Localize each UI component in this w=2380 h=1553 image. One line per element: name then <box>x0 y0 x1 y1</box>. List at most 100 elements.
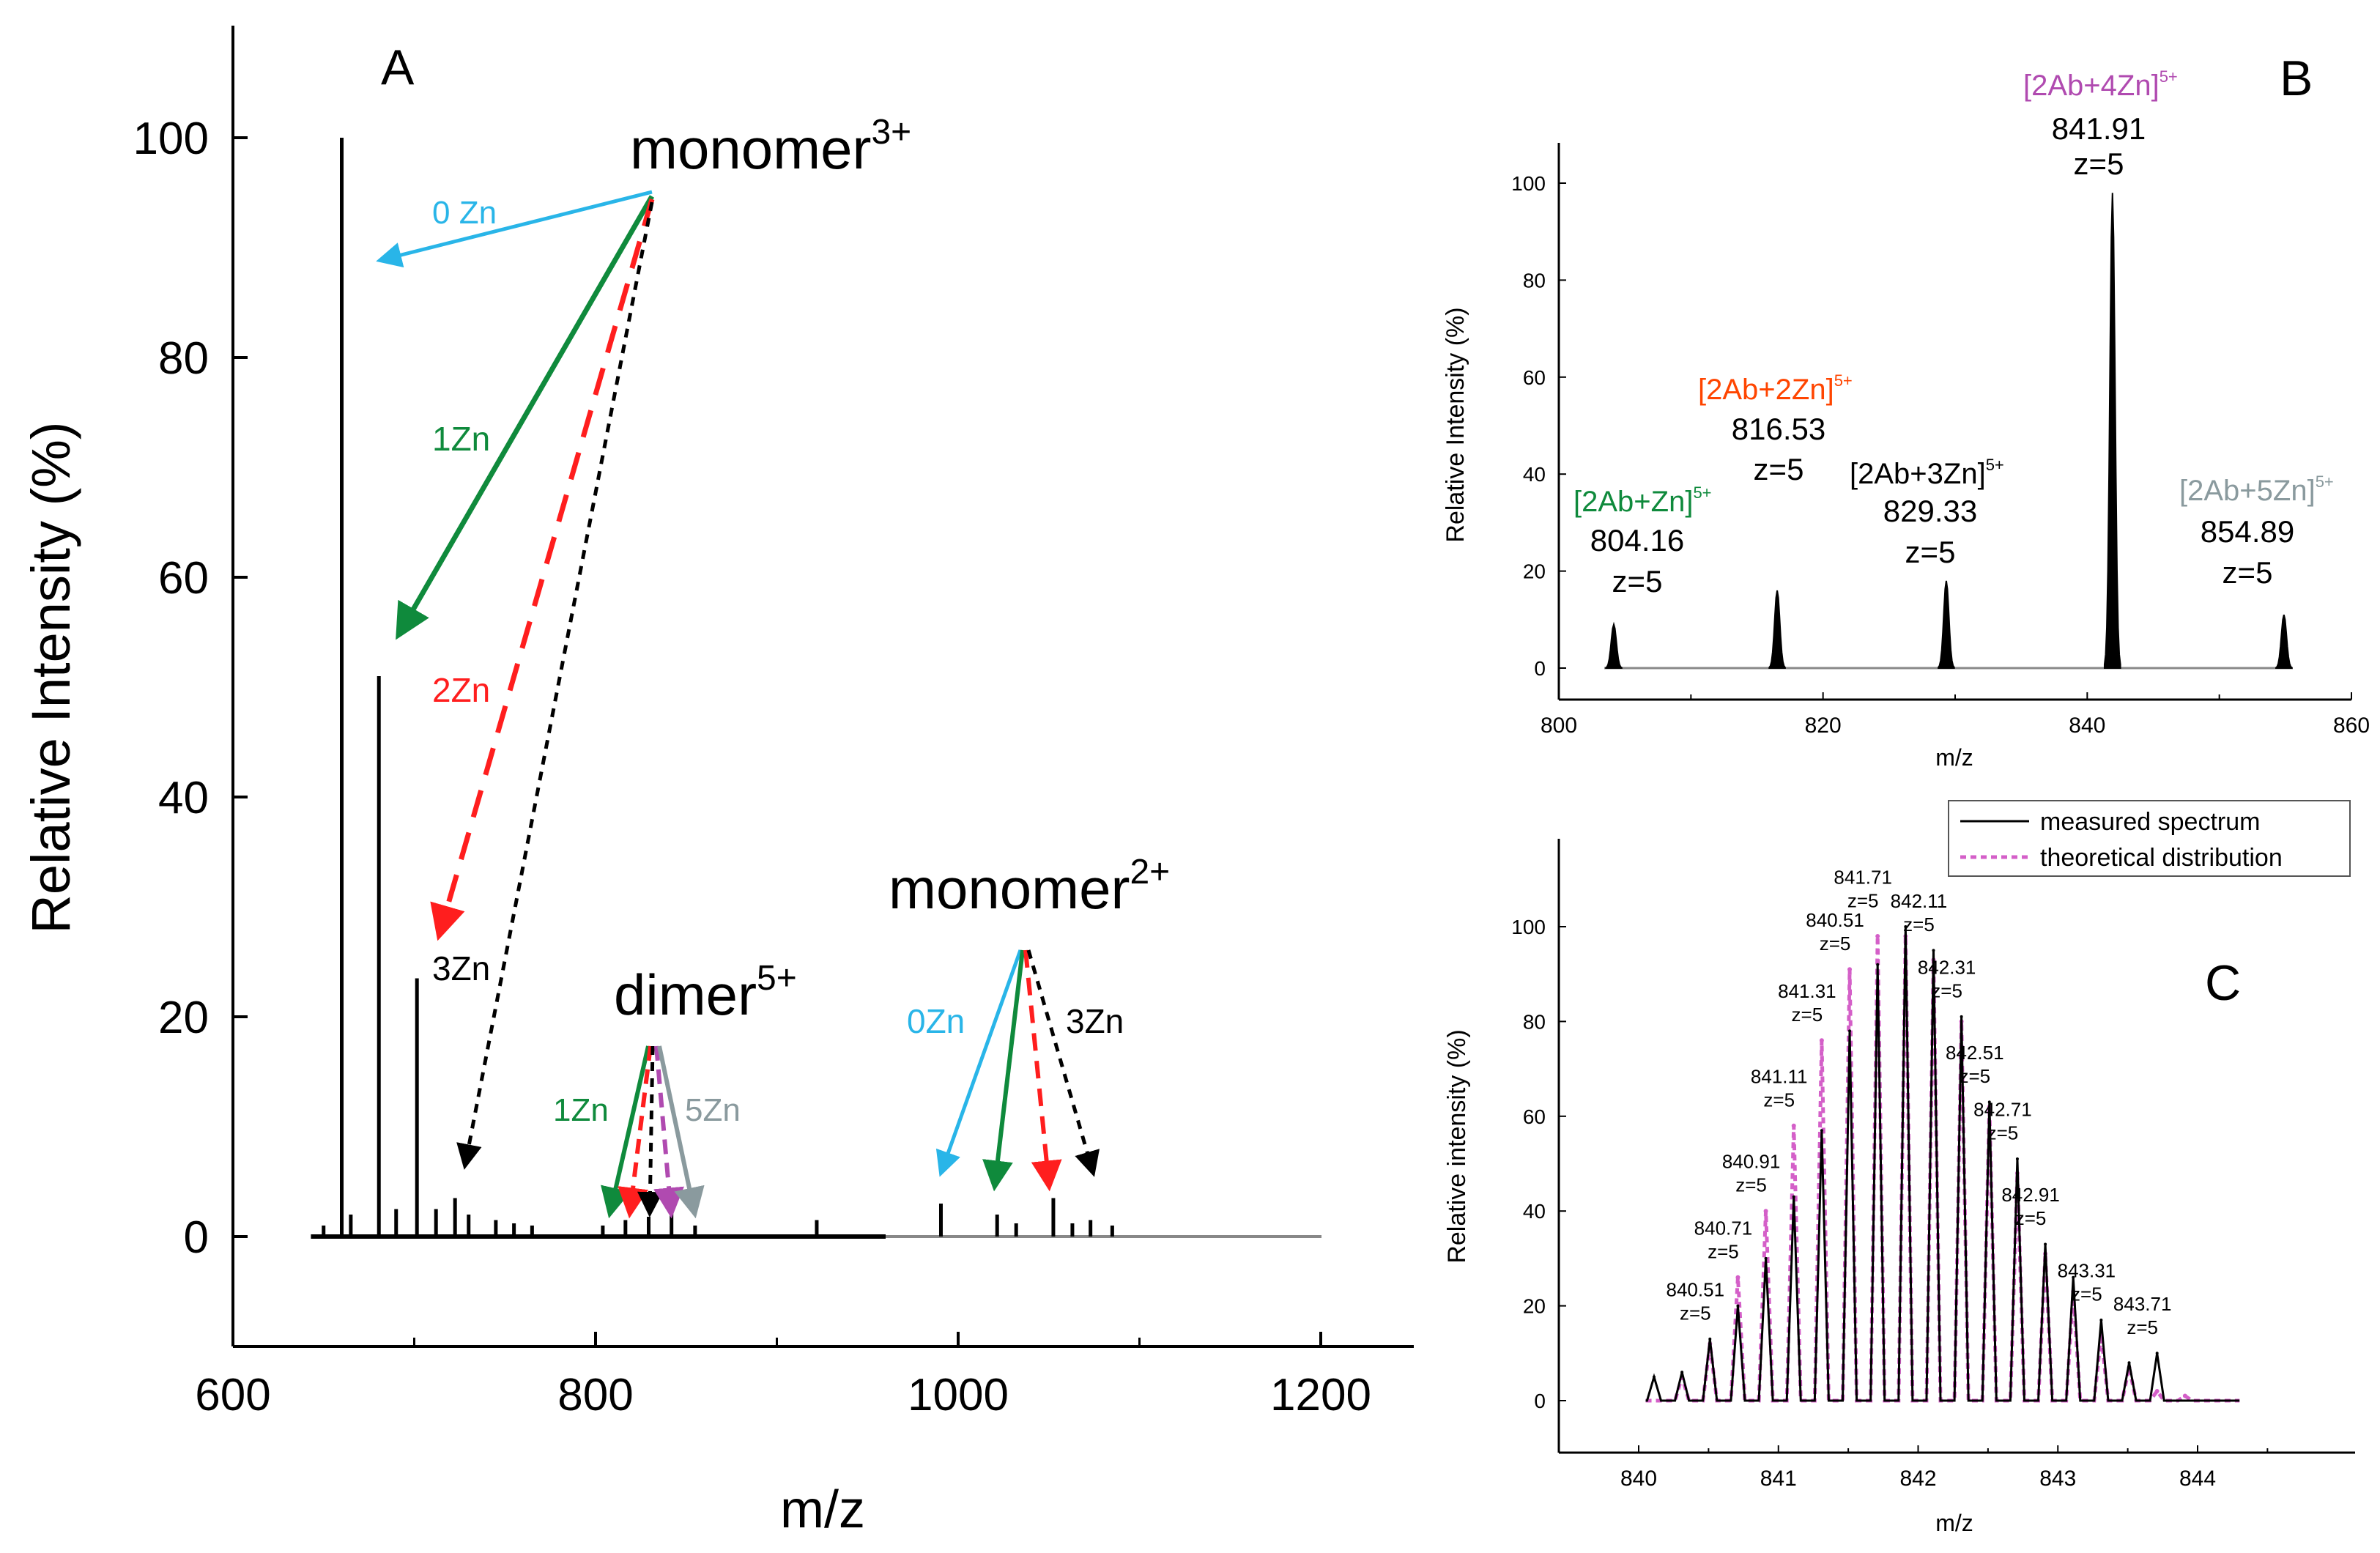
c-xlabel: m/z <box>1935 1510 1973 1536</box>
b-z-3zn: z=5 <box>1905 535 1956 569</box>
b-label-4zn-sup: 5+ <box>2160 67 2178 86</box>
a-ytick-label: 0 <box>184 1212 209 1263</box>
b-label-1zn: [2Ab+Zn]5+ <box>1573 483 1712 518</box>
c-ytick-label: 60 <box>1523 1105 1546 1128</box>
arrow-1zn-dimer <box>601 1045 650 1219</box>
b-mz-3zn: 829.33 <box>1883 494 1977 528</box>
c-legend: measured spectrum theoretical distributi… <box>1948 800 2351 877</box>
a-xtick-label: 1200 <box>1270 1370 1371 1420</box>
c-peak-label-z: z=5 <box>2127 1316 2158 1338</box>
c-peak-label-z: z=5 <box>2015 1207 2047 1229</box>
b-y-ticks: 0 20 40 60 80 100 <box>1511 172 1566 680</box>
a-ytick-label: 80 <box>158 333 209 384</box>
c-theory-peak <box>1735 1275 1740 1280</box>
panel-a: 0 20 40 60 80 100 600 800 1000 1200 Relative Int… <box>21 26 1414 1539</box>
c-peak-label-z: z=5 <box>1903 913 1935 935</box>
c-measured-peak <box>2155 1352 2159 1355</box>
b-z-5zn: z=5 <box>2223 555 2273 590</box>
c-xtick-label: 842 <box>1899 1467 1936 1491</box>
c-theory-peak <box>2154 1389 2160 1394</box>
c-peak-label-mz: 842.11 <box>1891 890 1948 912</box>
monomer3-sup: 3+ <box>871 113 911 152</box>
b-label-1zn-formula: [2Ab+Zn] <box>1573 486 1693 518</box>
c-peak-labels: 840.51z=5840.71z=5840.91z=5841.11z=5841.… <box>1667 867 2172 1338</box>
c-peak-label-z: z=5 <box>1931 979 1962 1001</box>
a-xtick-label: 600 <box>195 1370 270 1420</box>
c-peak-label-z: z=5 <box>2071 1283 2102 1305</box>
c-measured-peak <box>2072 1275 2075 1279</box>
b-label-2zn-formula: [2Ab+2Zn] <box>1698 374 1834 406</box>
c-panel-label: C <box>2205 955 2241 1011</box>
c-peak-label-z: z=5 <box>1847 890 1879 912</box>
c-peak-label-mz: 841.11 <box>1751 1065 1808 1087</box>
c-peak-label-z: z=5 <box>1763 1089 1795 1111</box>
c-theory-peak <box>1763 1209 1768 1214</box>
a-y-ticks: 0 20 40 60 80 100 <box>133 114 248 1263</box>
c-peak-label-mz: 842.91 <box>2001 1184 2060 1206</box>
c-measured-peak <box>2099 1319 2103 1322</box>
b-label-1zn-sup: 5+ <box>1693 483 1711 502</box>
c-measured-peak <box>1652 1375 1656 1379</box>
c-theory-peak <box>1847 967 1853 972</box>
a-xtick-label: 800 <box>557 1370 633 1420</box>
b-z-1zn: z=5 <box>1612 564 1663 598</box>
b-mz-5zn: 854.89 <box>2201 514 2294 549</box>
c-measured-peak <box>1848 1029 1852 1033</box>
b-peak <box>2103 193 2121 669</box>
b-mz-1zn: 804.16 <box>1590 523 1684 557</box>
a-xlabel: m/z <box>780 1480 865 1539</box>
label-5zn-dimer: 5Zn <box>685 1092 741 1128</box>
b-xtick-label: 820 <box>1805 714 1842 738</box>
c-ytick-label: 100 <box>1511 916 1546 938</box>
b-z-4zn: z=5 <box>2074 147 2124 181</box>
c-measured-peak <box>1987 1100 1991 1104</box>
label-2zn-m3: 2Zn <box>432 671 490 709</box>
b-ytick-label: 20 <box>1523 560 1546 583</box>
b-peak <box>1605 621 1623 669</box>
b-xtick-label: 840 <box>2069 714 2105 738</box>
b-peak <box>1768 590 1786 669</box>
a-panel-label: A <box>381 40 415 95</box>
c-theory-peak <box>2182 1393 2187 1398</box>
dimer5-base: dimer <box>614 963 757 1027</box>
arrow-3zn-m2 <box>1026 949 1100 1177</box>
c-ytick-label: 20 <box>1523 1295 1546 1318</box>
arrow-3zn-m3 <box>456 201 654 1170</box>
label-0zn-m2: 0Zn <box>907 1002 965 1040</box>
arrow-1zn-m3 <box>396 195 655 640</box>
b-label-4zn-formula: [2Ab+4Zn] <box>2023 70 2160 102</box>
c-theory-peak <box>1819 1038 1824 1043</box>
c-peak-label-mz: 843.71 <box>2113 1293 2172 1315</box>
c-peak-label-z: z=5 <box>1959 1065 1990 1087</box>
arrow-1zn-m2 <box>982 949 1025 1192</box>
arrow-3zn-dimer <box>637 1045 663 1217</box>
c-measured-peak <box>1764 1256 1768 1260</box>
c-ytick-label: 80 <box>1523 1010 1546 1033</box>
c-measured-peak <box>2015 1157 2019 1161</box>
c-peak-label-mz: 840.71 <box>1694 1217 1753 1239</box>
c-peak-label-mz: 841.31 <box>1778 980 1836 1002</box>
monomer3-base: monomer <box>630 116 871 181</box>
b-peak <box>2275 614 2293 669</box>
arrow-4zn-dimer <box>653 1045 684 1219</box>
arrow-2zn-m2 <box>1023 949 1062 1192</box>
b-z-2zn: z=5 <box>1754 452 1804 486</box>
c-legend-theory-label: theoretical distribution <box>2040 844 2283 872</box>
b-label-3zn: [2Ab+3Zn]5+ <box>1850 456 2004 490</box>
b-ytick-label: 40 <box>1523 463 1546 486</box>
c-measured-peak <box>2127 1361 2131 1365</box>
c-xtick-label: 840 <box>1620 1467 1657 1491</box>
arrow-2zn-m3 <box>430 199 655 941</box>
a-ytick-label: 20 <box>158 993 209 1043</box>
c-legend-box <box>1948 800 2351 877</box>
label-1zn-m3: 1Zn <box>432 420 490 458</box>
arrow-0zn-m3 <box>376 190 653 268</box>
monomer2-base: monomer <box>889 856 1130 921</box>
c-theory-peak <box>1875 933 1880 938</box>
c-ytick-label: 40 <box>1523 1200 1546 1223</box>
c-measured-peak <box>1736 1304 1740 1308</box>
c-measured-peak <box>1820 1129 1823 1133</box>
c-peak-label-mz: 840.51 <box>1806 909 1864 931</box>
